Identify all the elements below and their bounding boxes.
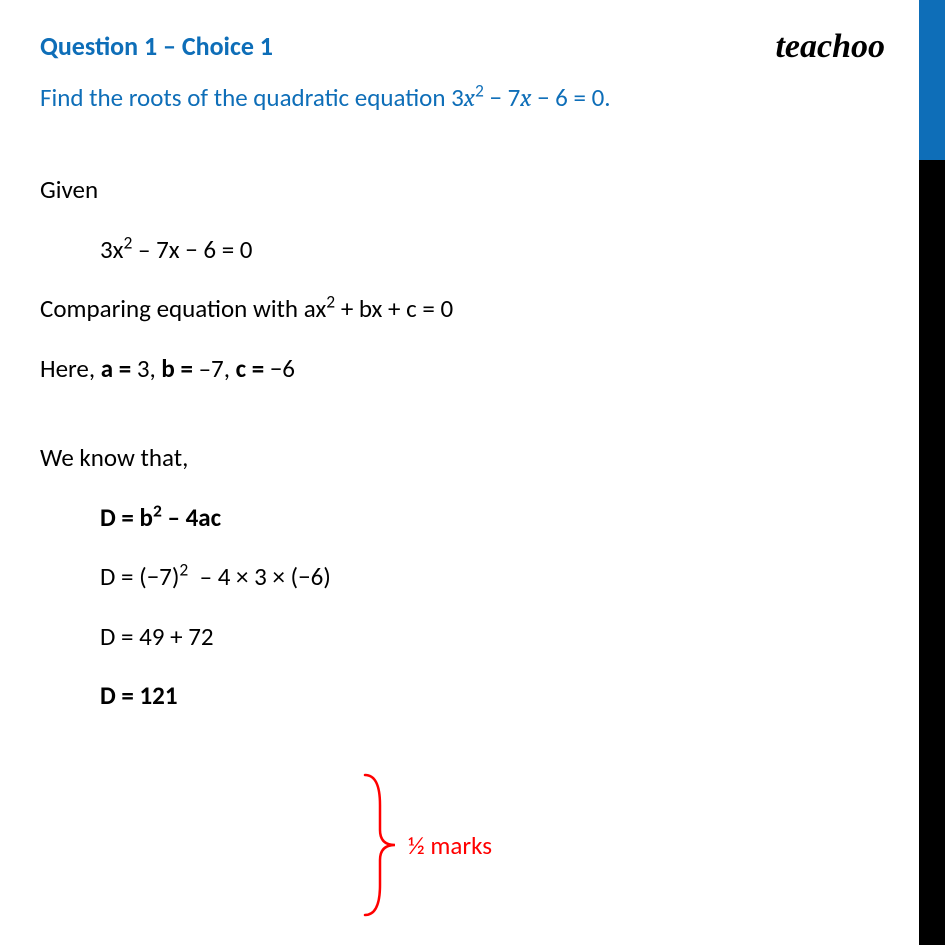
b-val: –7, (199, 353, 236, 384)
question-title: Question 1 – Choice 1 (40, 30, 895, 62)
comparing-line: Comparing equation with ax2 + bx + c = 0 (40, 290, 895, 328)
coefficients-line: Here, a = 3, b = –7, c = −6 (40, 350, 895, 388)
given-label: Given (40, 171, 895, 209)
here-prefix: Here, (40, 353, 101, 384)
q-sup1: 2 (475, 80, 484, 102)
side-blue-bar (919, 0, 945, 160)
q-var2: x (520, 84, 531, 113)
a-label: a = (101, 353, 137, 384)
q-mid: − 7 (484, 82, 520, 113)
curly-brace-icon (360, 770, 400, 920)
c-val: −6 (270, 353, 295, 384)
a-val: 3, (137, 353, 162, 384)
solution-body: Given 3x2 – 7x − 6 = 0 Comparing equatio… (40, 171, 895, 715)
d-step1: D = (−7)2 – 4 × 3 × (−6) (100, 558, 895, 596)
page-content: Question 1 – Choice 1 Find the roots of … (0, 0, 945, 767)
d-formula: D = b2 – 4ac (100, 499, 895, 537)
q-var1: x (464, 84, 475, 113)
b-label: b = (161, 353, 198, 384)
d-result: D = 121 (100, 677, 895, 715)
brand-logo: teachoo (775, 28, 885, 66)
we-know-label: We know that, (40, 439, 895, 477)
question-text: Find the roots of the quadratic equation… (40, 80, 895, 116)
marks-annotation: ½ marks (360, 770, 492, 920)
marks-label: ½ marks (408, 830, 492, 861)
d-step2: D = 49 + 72 (100, 618, 895, 656)
side-black-bar (919, 160, 945, 945)
q-suffix: − 6 = 0. (531, 82, 610, 113)
given-equation: 3x2 – 7x − 6 = 0 (100, 231, 895, 269)
q-prefix: Find the roots of the quadratic equation… (40, 82, 464, 113)
c-label: c = (236, 353, 270, 384)
